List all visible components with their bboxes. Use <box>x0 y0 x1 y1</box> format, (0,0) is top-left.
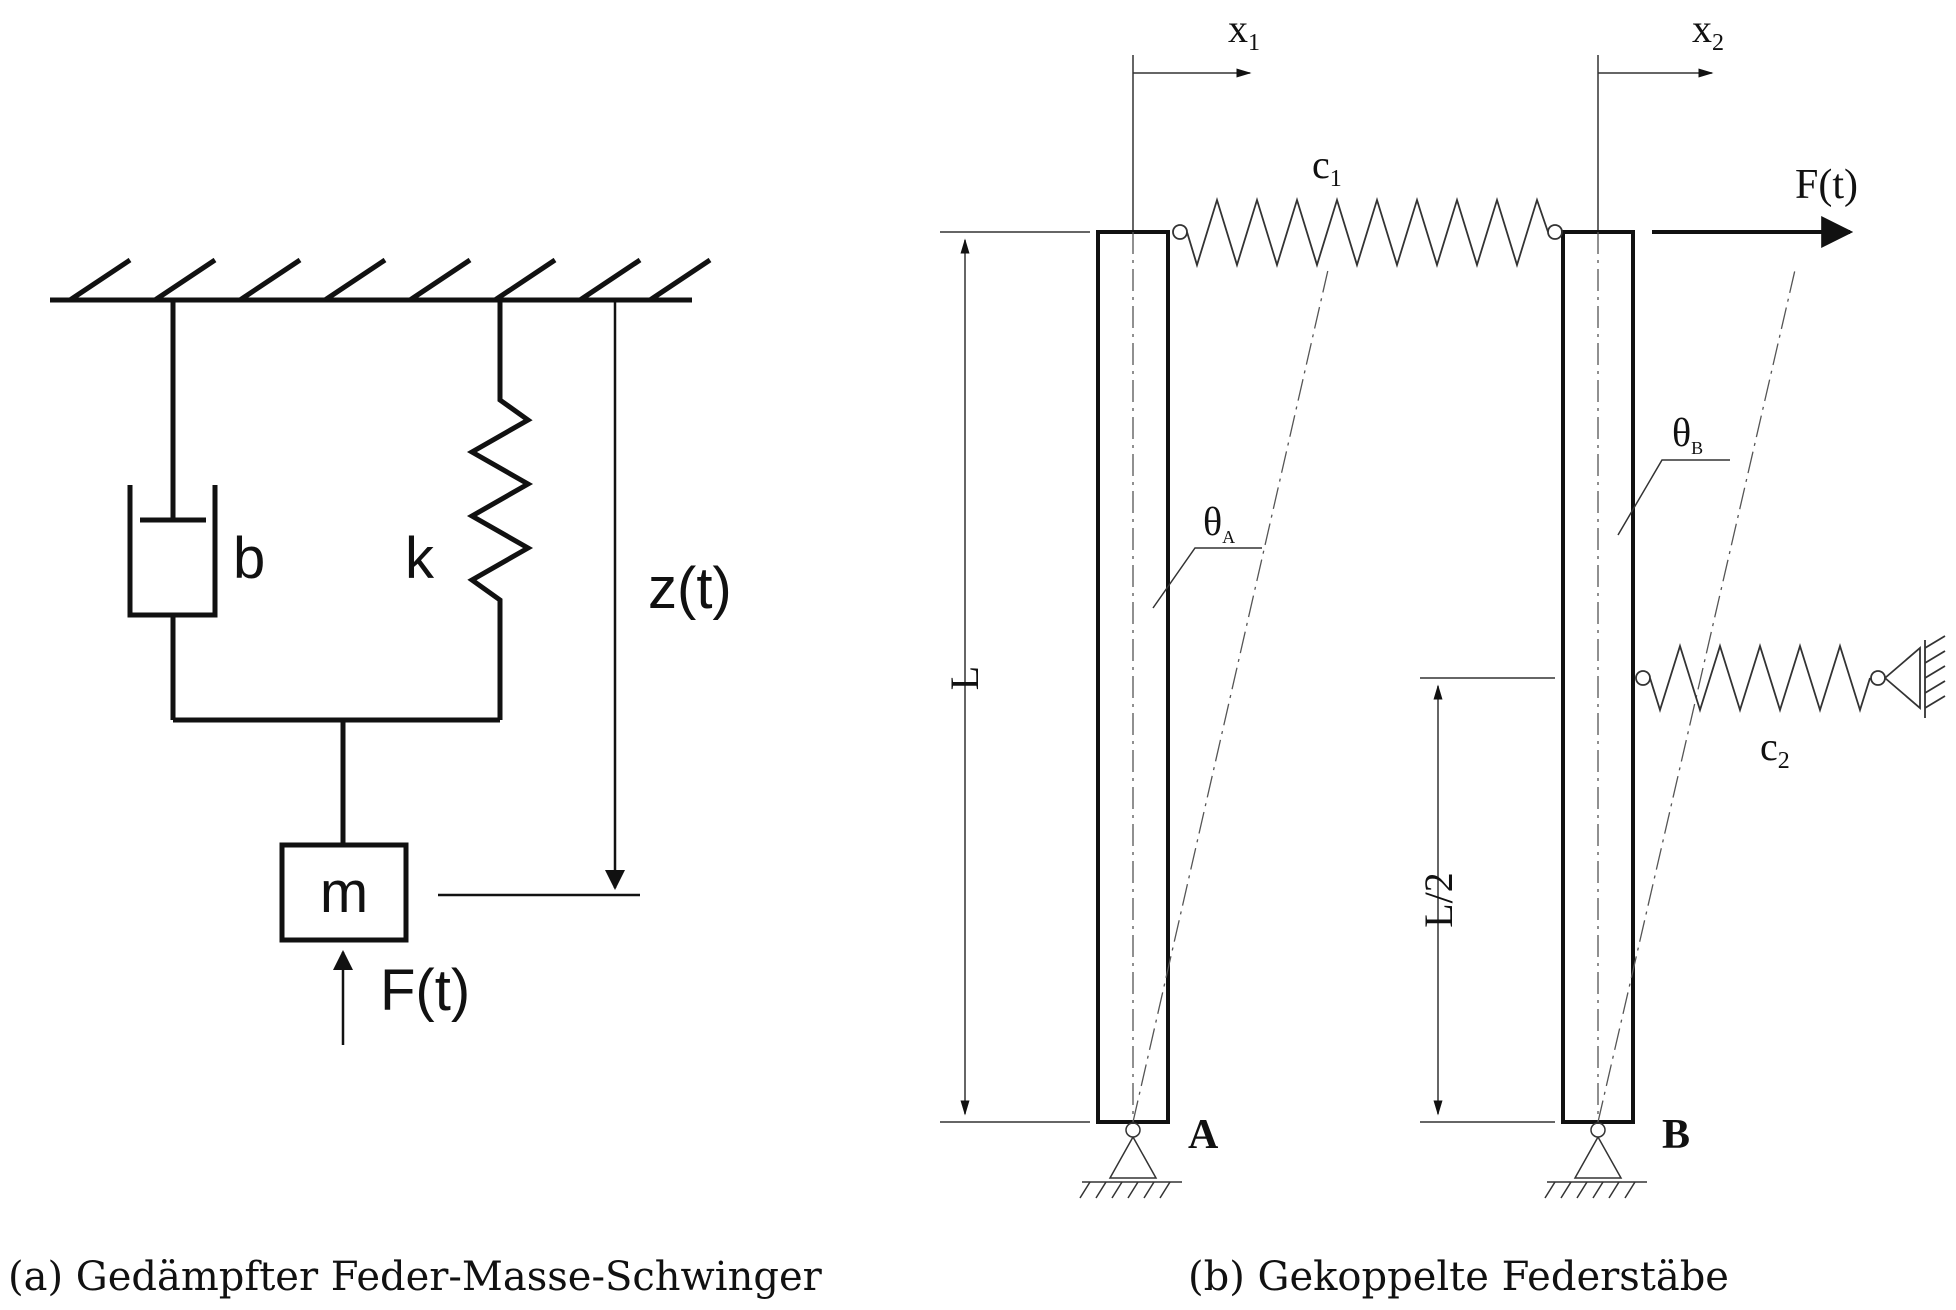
half-length-label: L/2 <box>1416 872 1461 928</box>
point-b-label: B <box>1662 1112 1690 1158</box>
force-label-b: F(t) <box>1795 162 1858 208</box>
theta-b-label-base: θ <box>1672 410 1691 455</box>
c2-label-sub: 2 <box>1778 748 1790 774</box>
spring-k <box>466 300 534 720</box>
theta-a-label-sub: A <box>1222 527 1235 547</box>
force-label-a: F(t) <box>380 958 470 1023</box>
c2-label: c2 <box>1760 724 1790 774</box>
ceiling <box>50 257 712 303</box>
x1-label-base: x <box>1228 6 1248 51</box>
displacement-label: z(t) <box>648 556 732 621</box>
support-a <box>1079 1122 1182 1199</box>
point-a-label: A <box>1188 1112 1219 1158</box>
c1-label: c1 <box>1312 142 1342 192</box>
damper <box>127 300 218 720</box>
c1-label-base: c <box>1312 142 1330 187</box>
panel-a: b k z(t) m F(t) (a) Gedämpfter Feder-Mas… <box>8 257 823 1300</box>
caption-a: (a) Gedämpfter Feder-Masse-Schwinger <box>8 1254 823 1300</box>
caption-b: (b) Gekoppelte Federstäbe <box>1188 1254 1729 1300</box>
centre-lines <box>1132 232 1599 1122</box>
x2-label-sub: 2 <box>1712 30 1724 56</box>
x1-marker <box>1132 55 1252 230</box>
panel-b: x1 x2 c1 c2 F(t) θA θB L L/2 A B (b) Gek… <box>940 6 1946 1300</box>
spring-label: k <box>405 526 435 591</box>
x1-label-sub: 1 <box>1248 30 1260 56</box>
mass-label: m <box>320 860 368 925</box>
spring-c2 <box>1635 635 1946 718</box>
theta-a-label-base: θ <box>1203 499 1222 544</box>
dimension-l <box>940 231 1090 1123</box>
length-label: L <box>942 666 987 690</box>
x2-label: x2 <box>1692 6 1724 56</box>
c1-label-sub: 1 <box>1330 166 1342 192</box>
theta-a-label: θA <box>1203 499 1235 547</box>
x2-label-base: x <box>1692 6 1712 51</box>
mass-box <box>279 842 409 943</box>
theta-b-label: θB <box>1672 410 1703 458</box>
spring-c1 <box>1172 196 1563 269</box>
dimension-half-l <box>1420 677 1555 1123</box>
displacement-arrow <box>438 300 640 897</box>
connector-bar <box>173 717 500 845</box>
x2-marker <box>1597 55 1714 230</box>
damper-label: b <box>233 526 265 591</box>
theta-b-label-sub: B <box>1691 438 1703 458</box>
c2-label-base: c <box>1760 724 1778 769</box>
support-b <box>1544 1122 1647 1199</box>
x1-label: x1 <box>1228 6 1260 56</box>
theta-leaders <box>1152 459 1730 609</box>
